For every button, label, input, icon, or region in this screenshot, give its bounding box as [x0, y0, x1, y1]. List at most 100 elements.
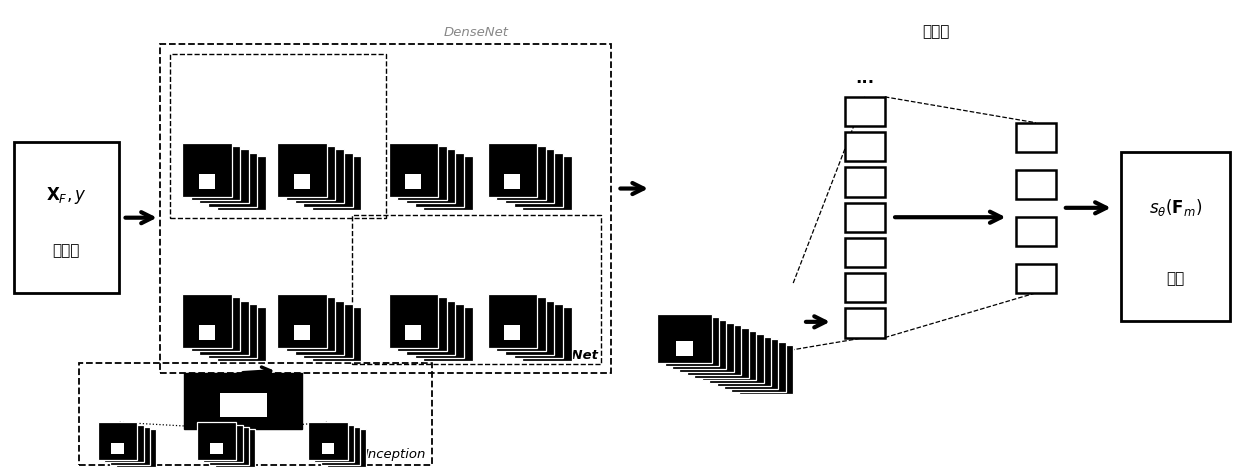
- Bar: [702, 331, 756, 380]
- Bar: [698, 350, 715, 365]
- Text: ···: ···: [856, 74, 874, 92]
- Bar: [743, 367, 760, 381]
- Bar: [846, 202, 885, 232]
- Text: 全连接: 全连接: [921, 24, 949, 39]
- Bar: [672, 320, 727, 369]
- Bar: [198, 325, 215, 340]
- Bar: [295, 149, 343, 203]
- Bar: [207, 177, 223, 192]
- Bar: [217, 445, 229, 456]
- Bar: [405, 174, 422, 189]
- Bar: [170, 53, 386, 218]
- Bar: [680, 323, 734, 372]
- Bar: [505, 174, 521, 189]
- Bar: [340, 450, 353, 461]
- Bar: [294, 325, 310, 340]
- Bar: [440, 338, 456, 353]
- Bar: [846, 132, 885, 161]
- Bar: [522, 332, 538, 347]
- Text: 输出: 输出: [1167, 272, 1184, 286]
- Bar: [432, 184, 448, 199]
- Bar: [531, 184, 547, 199]
- Bar: [216, 429, 255, 467]
- Bar: [124, 447, 136, 459]
- Bar: [423, 180, 439, 195]
- Bar: [311, 180, 327, 195]
- Bar: [216, 332, 232, 347]
- Bar: [312, 307, 361, 361]
- Text: Inception: Inception: [365, 448, 425, 461]
- Bar: [414, 328, 430, 343]
- Bar: [229, 450, 242, 461]
- Bar: [329, 338, 345, 353]
- Bar: [208, 304, 258, 358]
- Text: DenseNet: DenseNet: [444, 26, 508, 39]
- Bar: [397, 146, 446, 200]
- Bar: [687, 325, 742, 375]
- Bar: [309, 422, 347, 460]
- Bar: [487, 294, 537, 348]
- Bar: [414, 153, 464, 207]
- Bar: [217, 156, 267, 210]
- Bar: [185, 373, 303, 429]
- Bar: [513, 304, 563, 358]
- Bar: [423, 307, 472, 361]
- Bar: [1121, 152, 1230, 321]
- Bar: [423, 156, 472, 210]
- Bar: [286, 298, 336, 351]
- Bar: [295, 301, 343, 355]
- Bar: [706, 352, 723, 368]
- Bar: [522, 180, 538, 195]
- Bar: [208, 153, 258, 207]
- Bar: [676, 341, 693, 356]
- Bar: [286, 146, 336, 200]
- Bar: [320, 335, 336, 350]
- Bar: [496, 146, 546, 200]
- Bar: [1016, 170, 1055, 199]
- Bar: [219, 393, 267, 417]
- Bar: [110, 427, 150, 464]
- Text: ResNet: ResNet: [546, 349, 599, 362]
- Bar: [709, 334, 764, 383]
- Bar: [531, 335, 547, 350]
- Bar: [320, 184, 336, 199]
- Bar: [846, 167, 885, 196]
- Bar: [522, 156, 572, 210]
- Bar: [683, 344, 701, 359]
- Bar: [388, 143, 438, 197]
- Bar: [233, 187, 249, 202]
- Bar: [505, 301, 554, 355]
- Bar: [217, 307, 267, 361]
- Bar: [303, 328, 319, 343]
- Bar: [304, 153, 352, 207]
- Bar: [211, 443, 223, 454]
- Bar: [758, 372, 775, 387]
- Bar: [846, 308, 885, 338]
- Bar: [750, 369, 768, 384]
- Bar: [198, 174, 215, 189]
- Bar: [513, 328, 529, 343]
- Bar: [191, 298, 241, 351]
- Bar: [405, 149, 455, 203]
- Bar: [207, 328, 223, 343]
- Bar: [496, 298, 546, 351]
- Bar: [327, 445, 341, 456]
- Bar: [513, 177, 529, 192]
- Bar: [278, 294, 327, 348]
- Bar: [665, 317, 719, 366]
- Bar: [233, 338, 249, 353]
- Bar: [130, 450, 143, 461]
- Bar: [294, 174, 310, 189]
- Bar: [312, 156, 361, 210]
- Bar: [717, 337, 771, 386]
- Bar: [203, 425, 243, 462]
- Bar: [210, 427, 249, 464]
- Bar: [160, 44, 611, 373]
- Bar: [487, 143, 537, 197]
- Bar: [846, 273, 885, 302]
- Bar: [505, 149, 554, 203]
- Bar: [1016, 217, 1055, 246]
- Bar: [728, 361, 745, 376]
- Bar: [735, 364, 753, 378]
- Bar: [79, 363, 432, 464]
